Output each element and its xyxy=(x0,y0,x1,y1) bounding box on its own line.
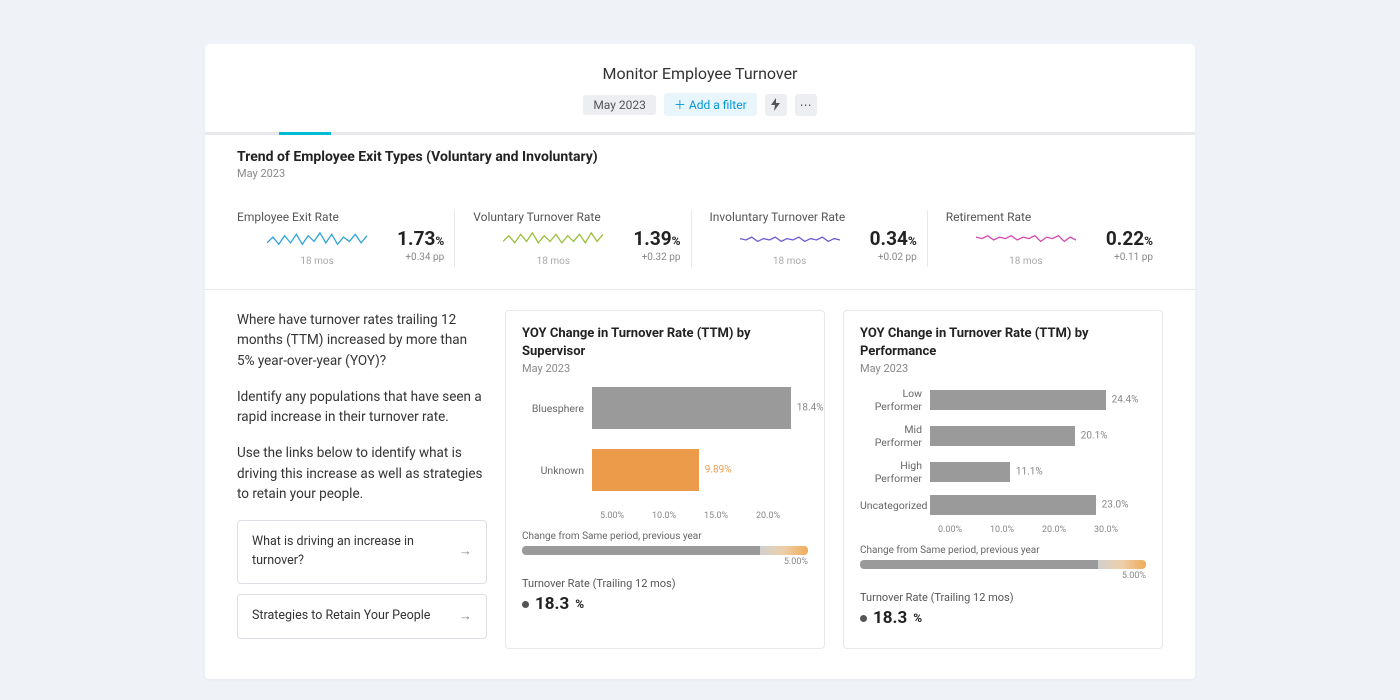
link-driving-turnover[interactable]: What is driving an increase in turnover?… xyxy=(237,520,487,584)
sparkline xyxy=(946,230,1106,254)
panel-title: YOY Change in Turnover Rate (TTM) by Sup… xyxy=(522,325,808,360)
gradient-scale xyxy=(522,546,808,555)
kpi-label: Involuntary Turnover Rate xyxy=(710,210,870,224)
x-axis: 5.00%10.0%15.0%20.0% xyxy=(522,511,808,521)
bar-label: Uncategorized xyxy=(860,499,930,512)
bar-value: 9.89% xyxy=(705,465,732,476)
kpi-label: Retirement Rate xyxy=(946,210,1106,224)
bar-label: High Performer xyxy=(860,459,930,485)
add-filter-button[interactable]: ＋ Add a filter xyxy=(664,93,757,116)
bar xyxy=(930,426,1075,446)
bar xyxy=(930,495,1096,515)
bar xyxy=(930,462,1010,482)
gradient-scale xyxy=(860,560,1146,569)
bar-chart: Low Performer 24.4% Mid Performer 20.1% … xyxy=(860,387,1146,535)
kpi-value: 0.34% xyxy=(870,227,917,250)
kpi-value: 1.39% xyxy=(633,227,680,250)
metric-label: Turnover Rate (Trailing 12 mos) xyxy=(860,591,1146,604)
more-icon[interactable]: ⋯ xyxy=(795,94,817,116)
lightning-icon[interactable] xyxy=(765,94,787,116)
tab-strip xyxy=(205,132,1195,135)
kpi-value: 0.22% xyxy=(1106,227,1153,250)
trend-section: Trend of Employee Exit Types (Voluntary … xyxy=(205,135,1195,289)
period-chip[interactable]: May 2023 xyxy=(583,95,656,115)
narrative-p2: Identify any populations that have seen … xyxy=(237,387,487,428)
lower-row: Where have turnover rates trailing 12 mo… xyxy=(205,290,1195,679)
trend-subtitle: May 2023 xyxy=(237,167,1163,180)
bar-value: 11.1% xyxy=(1016,467,1043,478)
gradient-max: 5.00% xyxy=(860,571,1146,581)
chart-panel-supervisor: YOY Change in Turnover Rate (TTM) by Sup… xyxy=(505,310,825,649)
bar-label: Unknown xyxy=(522,464,592,477)
kpi-delta: +0.34 pp xyxy=(397,252,444,263)
link-label: What is driving an increase in turnover? xyxy=(252,533,459,571)
bar-value: 20.1% xyxy=(1081,431,1108,442)
kpi: Voluntary Turnover Rate 18 mos 1.39% +0.… xyxy=(454,210,690,267)
bar-label: Mid Performer xyxy=(860,423,930,449)
add-filter-label: Add a filter xyxy=(689,98,747,112)
dot-icon xyxy=(860,615,867,622)
gradient-max: 5.00% xyxy=(522,557,808,567)
bar-value: 23.0% xyxy=(1102,500,1129,511)
kpi: Employee Exit Rate 18 mos 1.73% +0.34 pp xyxy=(237,210,454,267)
kpi-period: 18 mos xyxy=(710,256,870,267)
narrative-p3: Use the links below to identify what is … xyxy=(237,443,487,504)
kpi: Retirement Rate 18 mos 0.22% +0.11 pp xyxy=(927,210,1163,267)
sparkline xyxy=(473,230,633,254)
kpi-delta: +0.11 pp xyxy=(1106,252,1153,263)
bar-value: 24.4% xyxy=(1112,395,1139,406)
bar xyxy=(930,390,1106,410)
trend-title: Trend of Employee Exit Types (Voluntary … xyxy=(237,149,1163,165)
bar-row: High Performer 11.1% xyxy=(860,459,1146,485)
bar-label: Bluesphere xyxy=(522,402,592,415)
page-title: Monitor Employee Turnover xyxy=(205,64,1195,83)
dot-icon xyxy=(522,601,529,608)
bar-row: Uncategorized 23.0% xyxy=(860,495,1146,515)
kpi-period: 18 mos xyxy=(946,256,1106,267)
sparkline xyxy=(237,230,397,254)
filter-row: May 2023 ＋ Add a filter ⋯ xyxy=(205,93,1195,116)
metric-value: 18.3% xyxy=(860,608,1146,628)
tab-active-indicator xyxy=(279,132,331,135)
kpi-label: Employee Exit Rate xyxy=(237,210,397,224)
chart-legend: Change from Same period, previous year xyxy=(522,531,808,542)
metric-label: Turnover Rate (Trailing 12 mos) xyxy=(522,577,808,590)
sparkline xyxy=(710,230,870,254)
kpi-delta: +0.02 pp xyxy=(870,252,917,263)
kpi-value: 1.73% xyxy=(397,227,444,250)
dashboard-card: Monitor Employee Turnover May 2023 ＋ Add… xyxy=(205,44,1195,679)
chart-panel-performance: YOY Change in Turnover Rate (TTM) by Per… xyxy=(843,310,1163,649)
panel-subtitle: May 2023 xyxy=(522,362,808,375)
arrow-right-icon: → xyxy=(459,542,472,562)
arrow-right-icon: → xyxy=(459,607,472,627)
bar xyxy=(592,449,699,491)
kpi-delta: +0.32 pp xyxy=(633,252,680,263)
bar-chart: Bluesphere 18.4% Unknown 9.89% 5.00%10.0… xyxy=(522,387,808,521)
link-retain-strategies[interactable]: Strategies to Retain Your People → xyxy=(237,594,487,640)
bar xyxy=(592,387,791,429)
narrative-block: Where have turnover rates trailing 12 mo… xyxy=(237,310,487,649)
x-axis: 0.00%10.0%20.0%30.0% xyxy=(860,525,1146,535)
panel-subtitle: May 2023 xyxy=(860,362,1146,375)
kpi-period: 18 mos xyxy=(473,256,633,267)
bar-value: 18.4% xyxy=(797,403,824,414)
bar-label: Low Performer xyxy=(860,387,930,413)
kpi-label: Voluntary Turnover Rate xyxy=(473,210,633,224)
kpi-period: 18 mos xyxy=(237,256,397,267)
kpi: Involuntary Turnover Rate 18 mos 0.34% +… xyxy=(691,210,927,267)
chart-legend: Change from Same period, previous year xyxy=(860,545,1146,556)
kpi-row: Employee Exit Rate 18 mos 1.73% +0.34 pp… xyxy=(237,210,1163,267)
panel-title: YOY Change in Turnover Rate (TTM) by Per… xyxy=(860,325,1146,360)
bar-row: Bluesphere 18.4% xyxy=(522,387,808,429)
link-label: Strategies to Retain Your People xyxy=(252,607,430,626)
plus-icon: ＋ xyxy=(674,98,686,112)
bar-row: Low Performer 24.4% xyxy=(860,387,1146,413)
narrative-p1: Where have turnover rates trailing 12 mo… xyxy=(237,310,487,371)
bar-row: Unknown 9.89% xyxy=(522,449,808,491)
bar-row: Mid Performer 20.1% xyxy=(860,423,1146,449)
metric-value: 18.3% xyxy=(522,594,808,614)
